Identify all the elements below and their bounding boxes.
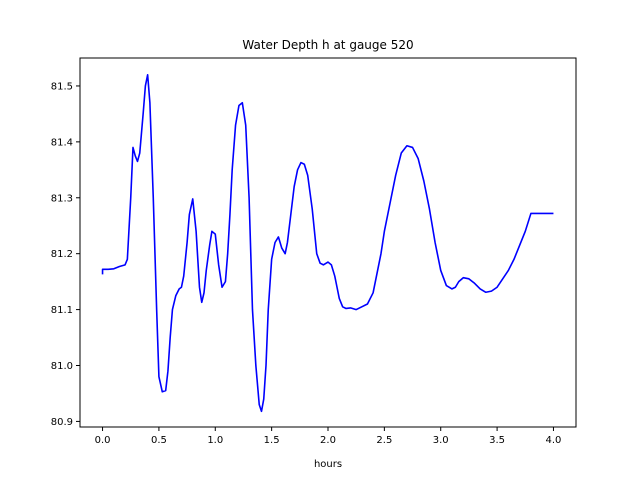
x-tick-label: 1.0 [207,435,223,446]
x-tick-label: 3.5 [489,435,505,446]
x-axis-label: hours [314,459,342,470]
x-tick-label: 2.5 [376,435,392,446]
x-tick-label: 1.5 [264,435,280,446]
y-tick-label: 81.5 [51,81,73,92]
x-axis: 0.0 0.5 1.0 1.5 2.0 2.5 3.0 3.5 4.0 [95,427,562,446]
y-tick-label: 81.4 [51,137,73,148]
y-tick-label: 81.1 [51,305,73,316]
x-tick-label: 0.5 [151,435,167,446]
chart-title: Water Depth h at gauge 520 [242,38,413,52]
y-tick-label: 81.0 [51,361,73,372]
plot-area [101,73,554,413]
x-tick-label: 2.0 [320,435,336,446]
y-tick-label: 81.3 [51,193,73,204]
y-tick-label: 81.2 [51,249,73,260]
x-tick-label: 0.0 [95,435,111,446]
y-axis: 80.9 81.0 81.1 81.2 81.3 81.4 81.5 [51,81,80,428]
series-line-0 [101,73,554,413]
x-tick-label: 3.0 [433,435,449,446]
x-tick-label: 4.0 [546,435,562,446]
y-tick-label: 80.9 [51,417,73,428]
